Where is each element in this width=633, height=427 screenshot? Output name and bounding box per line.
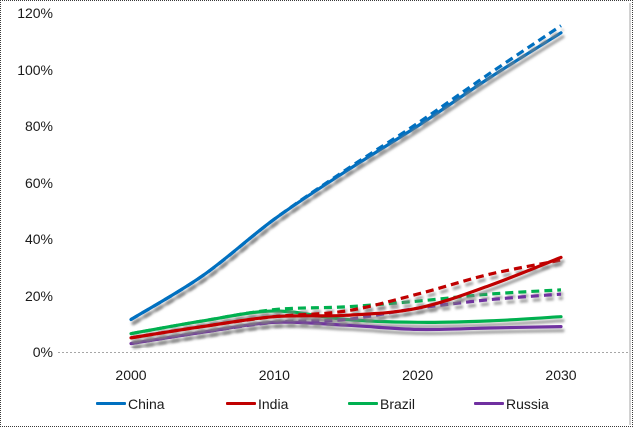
series-line-china-dashed xyxy=(130,24,562,321)
y-axis-tick-label: 20% xyxy=(24,287,53,304)
legend-swatch-russia xyxy=(474,402,504,405)
x-axis-tick-label: 2030 xyxy=(545,367,577,383)
y-axis-tick-label: 40% xyxy=(24,231,53,247)
y-axis-tick-label: 60% xyxy=(24,174,53,191)
legend-item-brazil: Brazil xyxy=(348,395,415,412)
series-line-russia-dashed xyxy=(130,292,562,346)
legend-item-russia: Russia xyxy=(474,395,549,412)
y-axis-tick-label: 120% xyxy=(17,5,53,21)
legend-label: India xyxy=(258,395,289,412)
series-line-brazil-dashed xyxy=(130,288,562,336)
legend-swatch-india xyxy=(226,402,256,405)
y-axis-tick-label: 80% xyxy=(24,118,53,134)
y-axis-tick-label: 0% xyxy=(32,344,53,360)
legend-item-india: India xyxy=(226,395,288,412)
series-line-china-solid xyxy=(129,31,563,322)
y-axis-tick-label: 100% xyxy=(17,61,53,78)
legend-swatch-china xyxy=(96,402,126,405)
legend-item-china: China xyxy=(96,395,165,412)
x-axis-tick-label: 2010 xyxy=(258,367,290,383)
legend-label: China xyxy=(128,395,165,412)
legend-label: Brazil xyxy=(380,395,416,412)
x-axis-tick-label: 2000 xyxy=(115,367,147,383)
x-axis-tick-label: 2020 xyxy=(402,367,434,383)
legend-swatch-brazil xyxy=(348,402,378,405)
series-line-india-solid xyxy=(129,255,563,340)
legend-label: Russia xyxy=(506,395,549,412)
